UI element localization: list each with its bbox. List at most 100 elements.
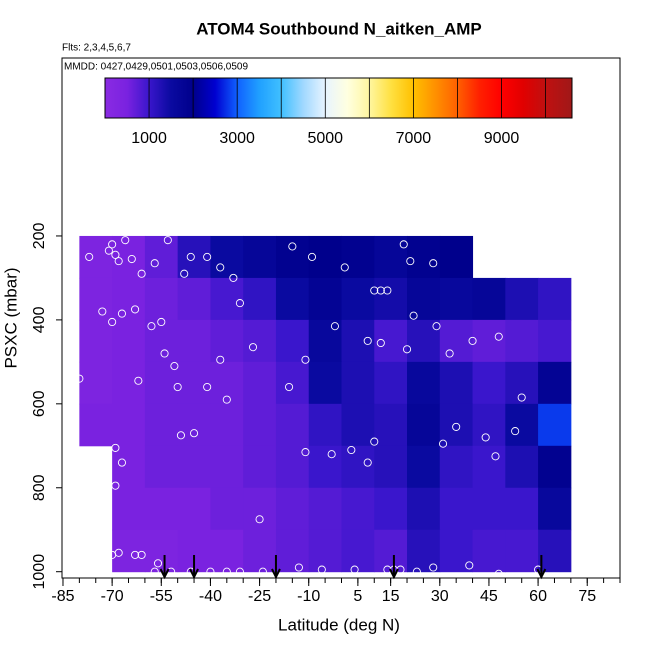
flight-marker <box>189 555 199 580</box>
heatmap-cell <box>407 487 441 531</box>
sample-point <box>216 263 225 272</box>
heatmap-cell <box>505 361 539 405</box>
heatmap-cell <box>407 403 441 447</box>
heatmap-cell <box>472 361 506 405</box>
heatmap-cell <box>439 235 474 279</box>
sample-point <box>137 269 146 278</box>
heatmap-cell <box>538 277 572 321</box>
heatmap-cell <box>341 487 375 531</box>
sample-point <box>294 563 303 572</box>
x-tick-label: -55 <box>150 588 173 605</box>
heatmap-cell <box>505 529 539 573</box>
sample-point <box>203 252 212 261</box>
heatmap-cell <box>177 487 211 531</box>
heatmap-cell <box>439 487 474 531</box>
sample-point <box>229 273 238 282</box>
heatmap-cell <box>210 445 244 489</box>
sample-point <box>406 257 415 266</box>
colorbar-tick-label: 3000 <box>219 130 255 147</box>
y-tick-label: 400 <box>31 306 48 333</box>
heatmap-cell <box>341 235 375 279</box>
y-axis-label: PSXC (mbar) <box>1 267 20 368</box>
x-tick-label: 75 <box>578 588 596 605</box>
heatmap-cell <box>439 277 474 321</box>
sample-point <box>131 550 140 559</box>
heatmap-cell <box>407 529 441 573</box>
sample-point <box>62 248 71 257</box>
sample-point <box>573 410 582 419</box>
heatmap-cell <box>439 319 474 363</box>
subtitle: Flts: 2,3,4,5,6,7 <box>62 43 131 54</box>
sample-point <box>399 240 408 249</box>
heatmap-cell <box>374 361 408 405</box>
sample-point <box>307 252 317 261</box>
sample-point <box>429 259 438 268</box>
x-tick-label: -25 <box>248 588 271 605</box>
sample-point <box>117 309 127 318</box>
heatmap-cell <box>112 403 146 447</box>
sample-point <box>85 252 94 261</box>
colorbar-tick-label: 7000 <box>396 130 432 147</box>
sample-point <box>170 362 179 371</box>
sample-point <box>330 322 339 331</box>
x-tick-label: 5 <box>353 588 362 605</box>
x-tick-label: -70 <box>101 588 124 605</box>
y-tick-label: 1000 <box>31 554 48 590</box>
sample-point <box>573 563 582 572</box>
heatmap-cell <box>177 403 211 447</box>
heatmap-cell <box>472 445 506 489</box>
heatmap-cell <box>374 277 408 321</box>
annotation: MMDD: 0427,0429,0501,0503,0506,0509 <box>64 62 248 73</box>
x-tick-label: 30 <box>431 588 449 605</box>
heatmap-cell <box>112 277 146 321</box>
heatmap-cell <box>144 487 179 531</box>
heatmap-cell <box>79 361 113 405</box>
heatmap-cell <box>407 319 441 363</box>
x-tick-label: 60 <box>529 588 547 605</box>
colorbar-tick-label: 9000 <box>484 130 520 147</box>
flight-marker <box>271 555 281 580</box>
heatmap-cell <box>243 235 277 279</box>
sample-point <box>108 317 117 327</box>
sample-point <box>285 382 294 392</box>
heatmap-cell <box>79 235 113 279</box>
heatmap-cell <box>275 361 310 405</box>
heatmap-cell <box>144 403 179 447</box>
sample-point <box>160 349 169 358</box>
heatmap-cell <box>308 277 342 321</box>
sample-point <box>157 317 166 327</box>
heatmap-cell <box>472 487 506 531</box>
heatmap-cell <box>472 277 506 321</box>
sample-point <box>288 242 297 251</box>
x-tick-label: -10 <box>297 588 320 605</box>
sample-point <box>117 458 127 467</box>
heatmap-cell <box>243 319 277 363</box>
heatmap-cell <box>275 529 310 573</box>
x-tick-label: -40 <box>199 588 222 605</box>
sample-point <box>301 448 310 457</box>
sample-point <box>186 252 195 261</box>
sample-point <box>147 322 156 331</box>
heatmap-cell <box>341 403 375 447</box>
heatmap-cell <box>439 445 474 489</box>
sample-point <box>235 567 244 576</box>
heatmap-cell <box>472 403 506 447</box>
heatmap-cell <box>177 319 211 363</box>
sample-point <box>222 567 231 576</box>
heatmap-cell <box>243 277 277 321</box>
sample-point <box>222 395 231 404</box>
heatmap-cell <box>374 487 408 531</box>
sample-point <box>363 458 372 467</box>
sample-point <box>108 240 117 249</box>
sample-point <box>350 565 359 574</box>
heatmap-cell <box>177 277 211 321</box>
heatmap-cell <box>210 319 244 363</box>
heatmap-cell <box>472 529 506 573</box>
sample-point <box>370 286 379 295</box>
heatmap-cell <box>341 529 375 573</box>
sample-point <box>429 563 438 572</box>
heatmap-cell <box>308 361 342 405</box>
heatmap-cell <box>505 487 539 531</box>
heatmap-cell <box>112 529 146 573</box>
sample-point <box>481 433 490 442</box>
